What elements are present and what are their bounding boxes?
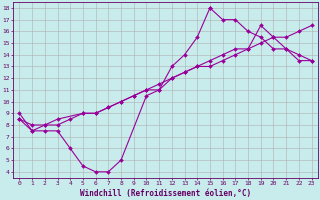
X-axis label: Windchill (Refroidissement éolien,°C): Windchill (Refroidissement éolien,°C) [80, 189, 251, 198]
